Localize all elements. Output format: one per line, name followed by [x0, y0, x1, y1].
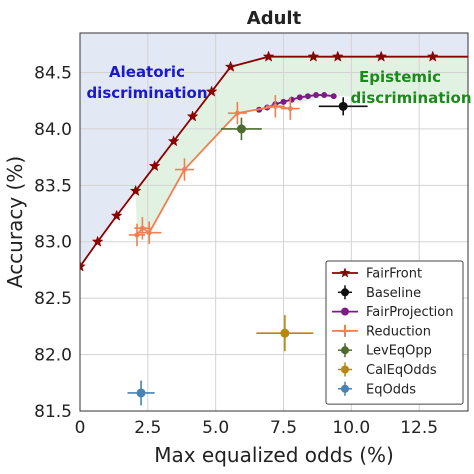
fairfront-point [129, 184, 142, 196]
legend-marker [341, 365, 349, 374]
aleatoric-region [80, 33, 468, 267]
fairfront-point [110, 209, 123, 221]
legend-frame [325, 260, 464, 405]
fairprojection-point [321, 92, 328, 99]
fairfront-point [307, 50, 320, 62]
y-tick-label: 83.5 [34, 176, 72, 196]
leveqopp-series [221, 117, 262, 141]
legend-item-fairprojection: FairProjection [332, 305, 454, 320]
epistemic-region [135, 56, 468, 235]
reduction-point [234, 110, 240, 116]
caleqodds-series [256, 315, 314, 352]
eqodds-series [127, 380, 155, 406]
x-tick-label: 2.5 [134, 418, 161, 438]
legend-label: Baseline [366, 286, 421, 301]
legend-label: Reduction [366, 324, 431, 339]
eqodds-point [136, 388, 146, 398]
reduction-point [181, 167, 187, 173]
baseline-series [318, 97, 368, 116]
epistemic-label-line1: Epistemic [359, 68, 441, 86]
legend-marker [341, 384, 349, 393]
fairfront-point [205, 85, 218, 97]
x-tick-label: 10.0 [332, 418, 370, 438]
legend: FairFront Baseline FairProjection Reduction… [325, 260, 464, 405]
legend-label: EqOdds [366, 382, 416, 397]
legend-marker [341, 346, 349, 355]
fairfront-point [80, 260, 86, 272]
fairfront-point [426, 50, 439, 62]
legend-label: FairFront [366, 267, 422, 282]
y-tick-label: 84.0 [34, 120, 72, 140]
y-tick-label: 82.0 [34, 346, 72, 366]
fairprojection-point [304, 93, 311, 100]
x-tick-label: 5.0 [202, 418, 229, 438]
fairprojection-point [313, 92, 320, 99]
legend-marker [341, 307, 349, 316]
y-tick-label: 83.0 [34, 233, 72, 253]
chart-title: Adult [247, 8, 302, 29]
fairfront-point [148, 159, 161, 172]
fairprojection-point [280, 98, 287, 105]
legend-item-reduction: Reduction [332, 324, 431, 339]
fairfront-point [167, 135, 180, 147]
fairprojection-point [330, 93, 337, 100]
reduction-point [146, 230, 152, 236]
aleatoric-label-line2: discrimination [86, 84, 207, 102]
y-tick-label: 84.5 [34, 63, 72, 83]
reduction-point [287, 106, 293, 112]
reduction-point [139, 225, 145, 231]
leveqopp-point [236, 124, 246, 134]
fairfront-point [375, 50, 388, 62]
legend-item-leveqopp: LevEqOpp [338, 343, 432, 359]
fairfront-series [80, 50, 468, 272]
legend-label: FairProjection [366, 305, 454, 320]
x-tick-label: 7.5 [270, 418, 297, 438]
x-axis-label: Max equalized odds (%) [154, 443, 394, 467]
legend-marker [341, 288, 349, 297]
x-tick-label: 0 [75, 418, 86, 438]
fairfront-point [186, 110, 199, 122]
aleatoric-label-line1: Aleatoric [109, 63, 185, 81]
legend-item-caleqodds: CalEqOdds [338, 362, 437, 378]
fairfront-point [224, 60, 237, 72]
y-axis-label: Accuracy (%) [3, 156, 27, 288]
y-tick-label: 82.5 [34, 289, 72, 309]
fairprojection-point [296, 94, 303, 101]
plot-frame [79, 32, 469, 412]
caleqodds-point [280, 328, 290, 338]
legend-marker [339, 267, 351, 278]
legend-item-eqodds: EqOdds [338, 381, 416, 397]
epistemic-label-line2: discrimination [350, 89, 471, 107]
legend-label: LevEqOpp [366, 344, 432, 359]
fairfront-point [262, 50, 275, 62]
fairfront-point [91, 235, 104, 247]
reduction-series [128, 95, 300, 247]
reduction-point [272, 103, 278, 109]
legend-label: CalEqOdds [366, 363, 437, 378]
fairfront-point [331, 50, 344, 62]
y-tick-label: 81.5 [34, 402, 72, 422]
reduction-point [134, 232, 140, 238]
x-tick-label: 12.5 [400, 418, 438, 438]
baseline-point [338, 101, 348, 111]
legend-item-fairfront: FairFront [332, 267, 422, 282]
legend-item-baseline: Baseline [338, 285, 421, 301]
